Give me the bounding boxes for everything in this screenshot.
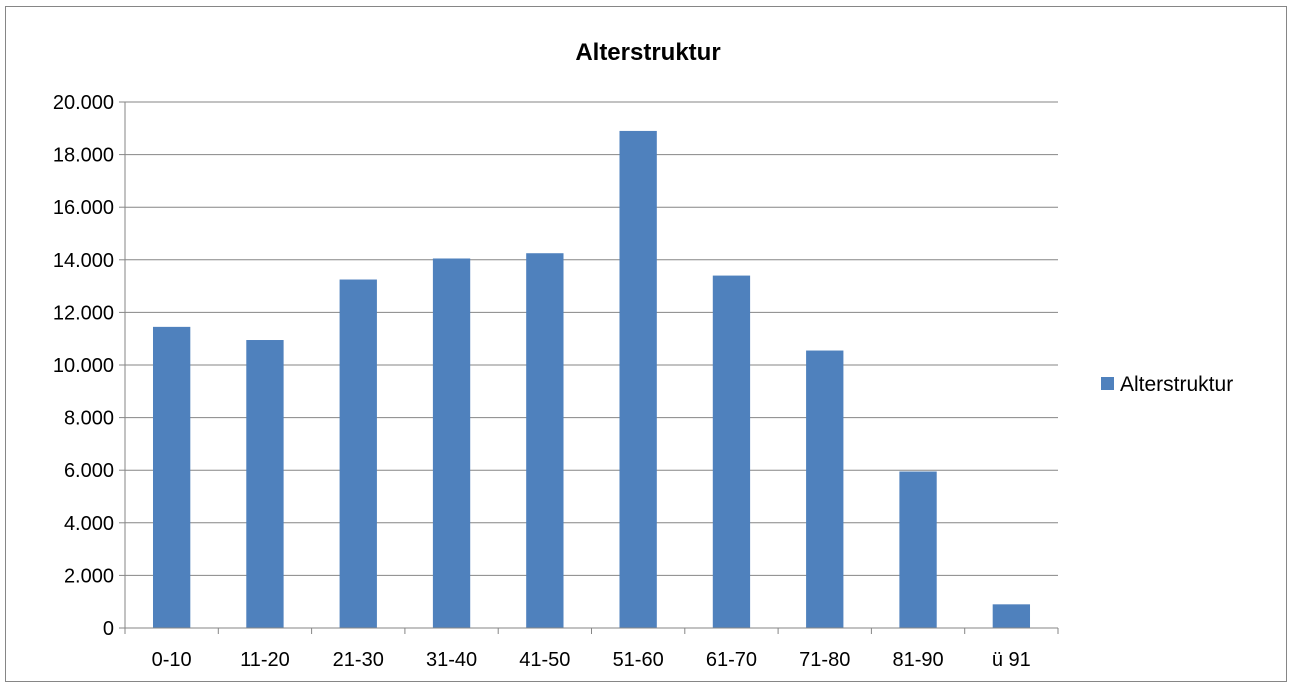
legend-label: Alterstruktur (1120, 373, 1233, 396)
x-axis-tick-label: 71-80 (799, 649, 850, 671)
x-axis-tick-label: 81-90 (892, 649, 943, 671)
y-axis-tick-label: 16.000 (53, 197, 114, 219)
y-axis-tick-label: 4.000 (64, 513, 114, 535)
bar (526, 253, 564, 628)
y-axis-tick-label: 8.000 (64, 408, 114, 430)
x-axis-tick-label: 51-60 (613, 649, 664, 671)
x-axis-tick-label: 21-30 (333, 649, 384, 671)
legend-swatch (1101, 377, 1114, 390)
x-axis-tick-label: 11-20 (240, 649, 290, 671)
y-axis-tick-label: 14.000 (53, 250, 114, 272)
bar (246, 340, 284, 628)
bar (619, 130, 657, 628)
bar (899, 471, 937, 628)
y-axis-tick-labels: 0 2.000 4.000 6.000 8.000 10.000 12.000 14.000 1… (53, 92, 114, 640)
y-axis-tick-label: 2.000 (64, 565, 114, 587)
x-axis-tick-label: ü 91 (992, 649, 1031, 671)
x-axis-tick-label: 0-10 (152, 649, 192, 671)
legend: Alterstruktur (1101, 373, 1233, 396)
y-axis-tick-label: 10.000 (53, 355, 114, 377)
bar (339, 279, 377, 628)
bar (712, 275, 751, 628)
bar (806, 350, 844, 628)
chart-title: Alterstruktur (575, 39, 720, 66)
x-axis-tick-labels: 0-10 11-20 21-30 31-40 41-50 51-60 61-70 71-80 8… (152, 649, 1031, 671)
x-axis-tick-label: 31-40 (426, 649, 477, 671)
axes (119, 101, 1059, 634)
bar (992, 604, 1031, 628)
bar (432, 258, 471, 628)
y-axis-tick-label: 12.000 (53, 302, 114, 324)
bars (152, 130, 1031, 628)
bar (152, 326, 191, 628)
x-axis-tick-label: 61-70 (706, 649, 757, 671)
y-axis-tick-label: 20.000 (53, 92, 114, 114)
y-axis-tick-label: 18.000 (53, 145, 114, 167)
x-axis-tick-label: 41-50 (519, 649, 570, 671)
y-axis-tick-label: 6.000 (64, 460, 114, 482)
y-axis-tick-label: 0 (103, 618, 114, 640)
